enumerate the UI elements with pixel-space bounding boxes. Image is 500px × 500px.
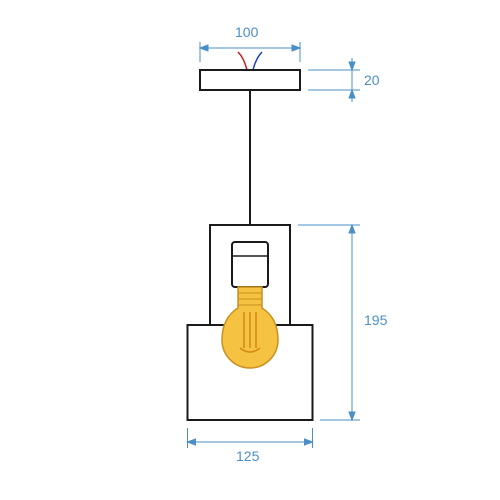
dim-mount-height: 20 [364,72,380,88]
light-bulb [222,287,278,368]
dim-base-width: 125 [236,448,259,464]
ceiling-mount [200,70,300,90]
dim-top-width: 100 [235,24,258,40]
dim-body-height: 195 [364,312,387,328]
bulb-socket [232,242,268,287]
lamp-diagram-svg [0,0,500,500]
power-wires [238,52,262,70]
technical-drawing-canvas: 100 20 195 125 [0,0,500,500]
dimension-lines [188,42,361,448]
